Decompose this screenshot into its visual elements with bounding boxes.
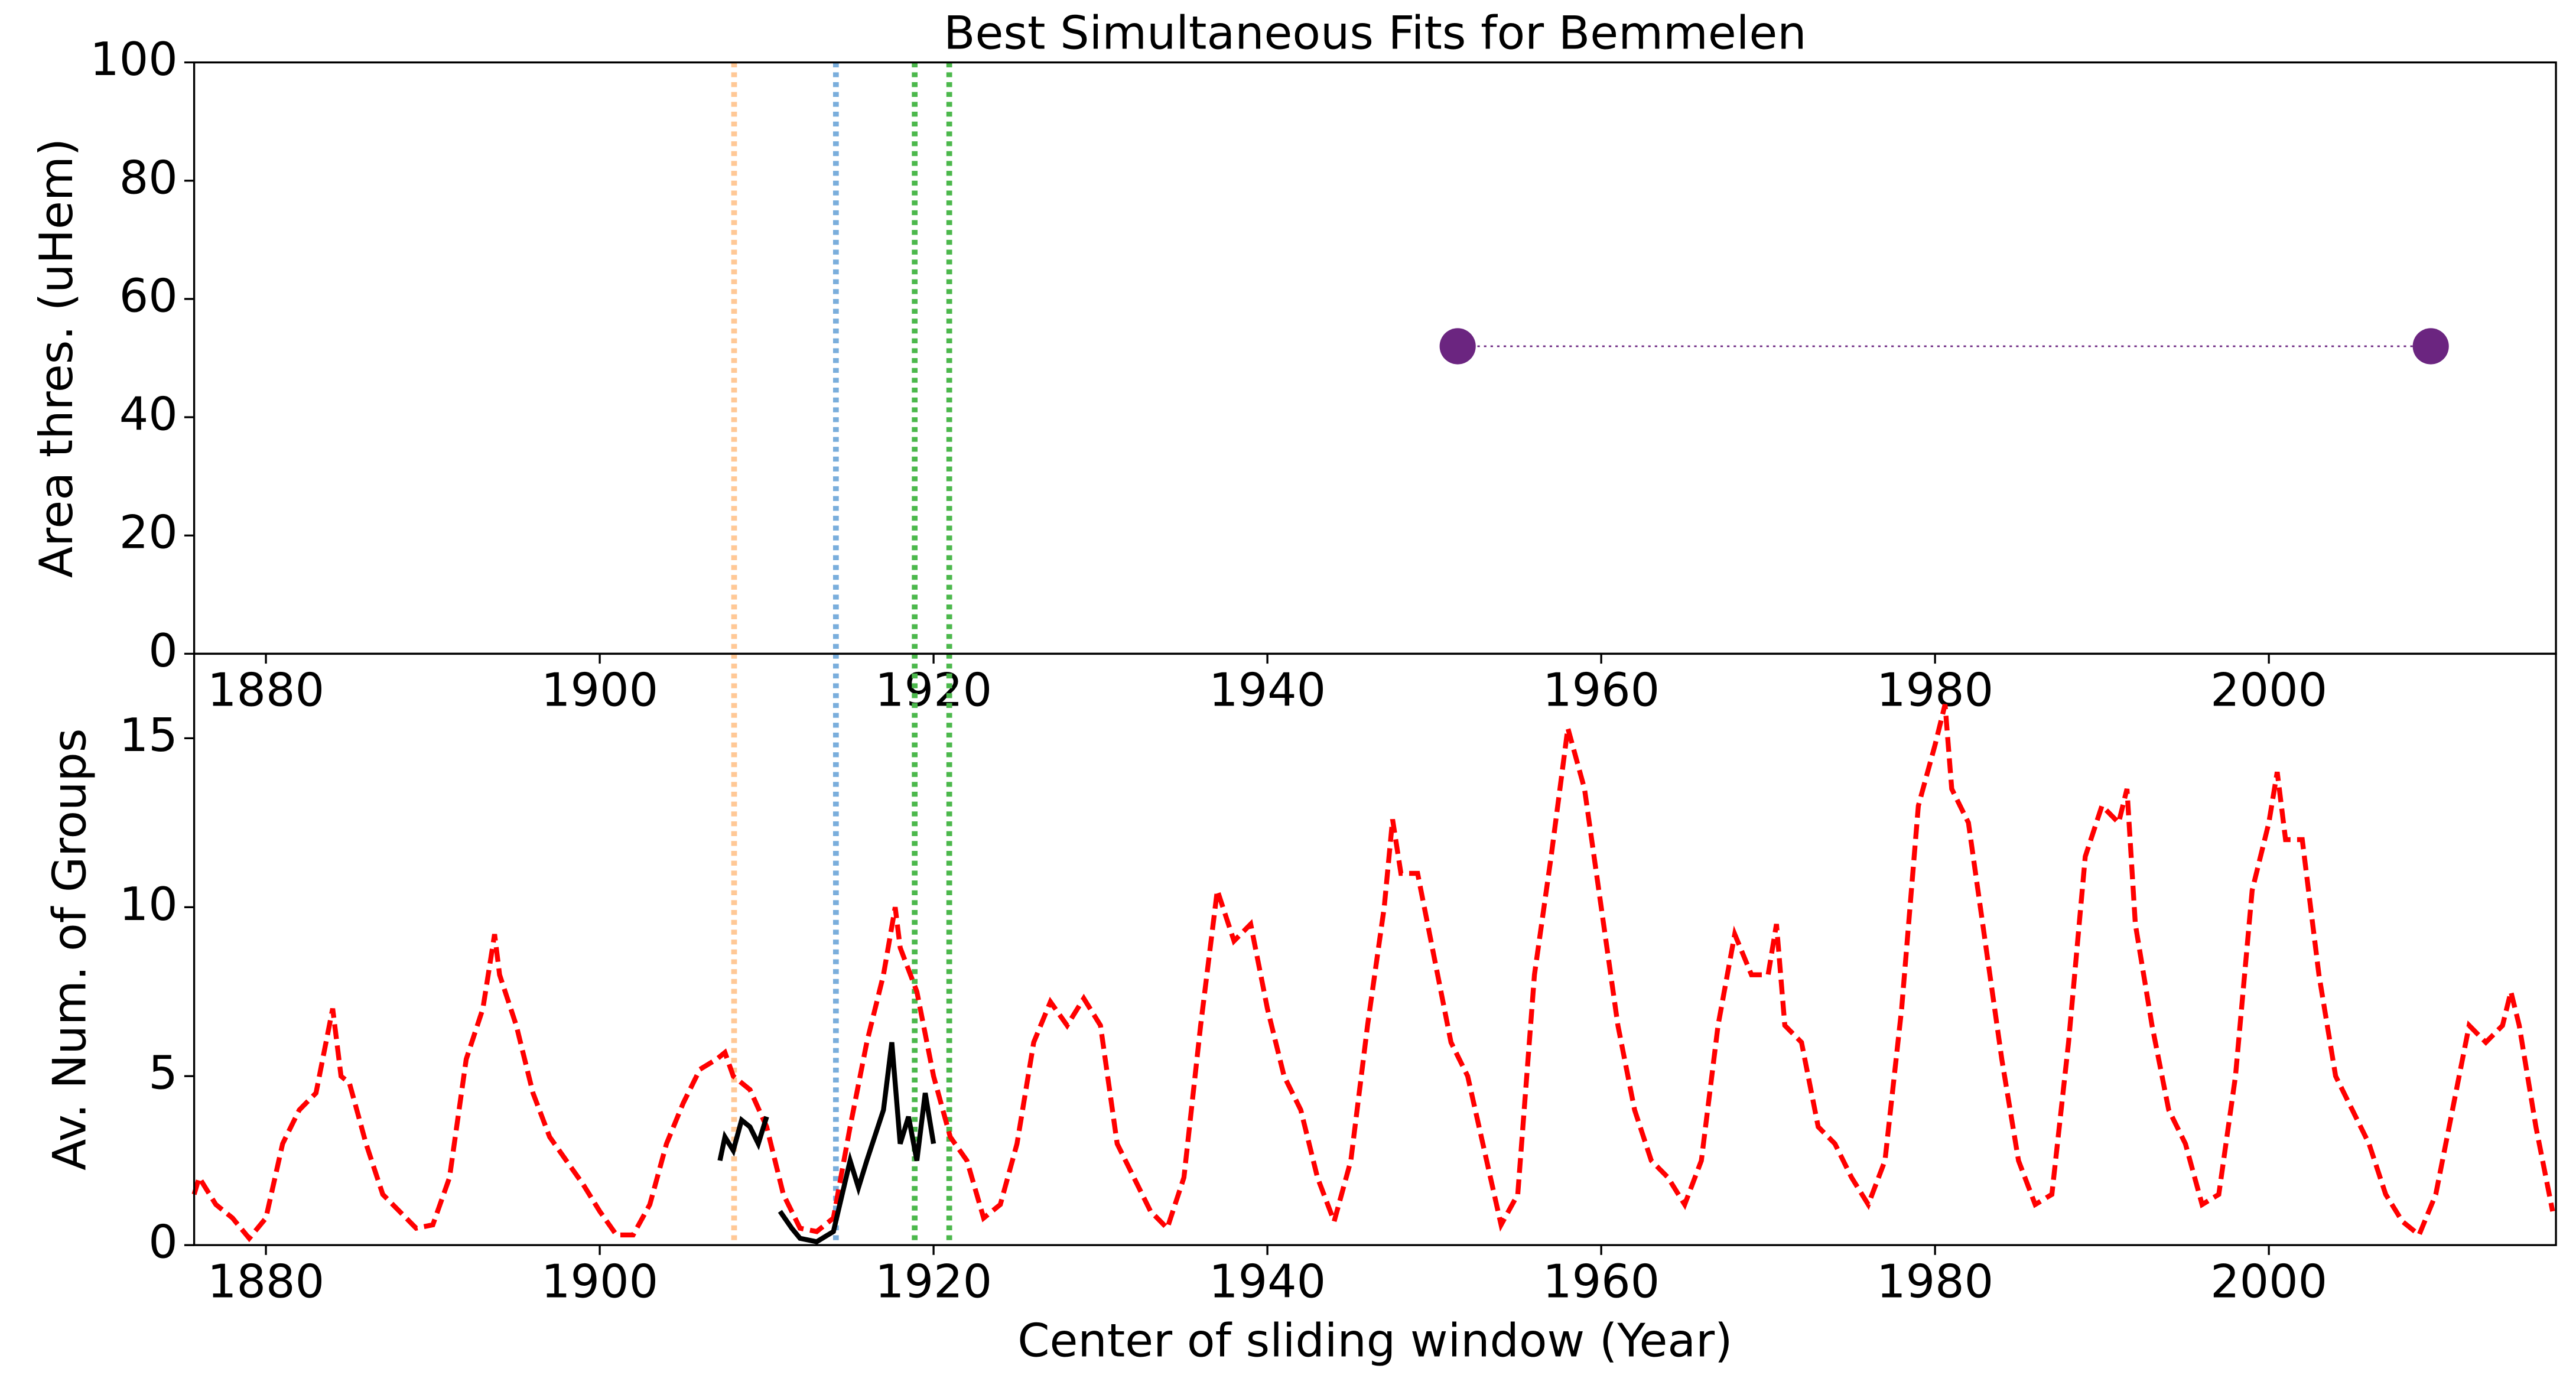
y-tick-label: 80 <box>119 151 178 204</box>
x-tick-label: 1960 <box>1543 1255 1660 1308</box>
x-tick-label: 1900 <box>541 1255 658 1308</box>
y-tick-label: 0 <box>148 1216 178 1269</box>
data-line <box>191 704 2555 1243</box>
x-tick-label: 2000 <box>2210 664 2327 717</box>
y-tick-label: 10 <box>119 878 178 931</box>
x-tick-label: 1940 <box>1209 1255 1326 1308</box>
chart-title: Best Simultaneous Fits for Bemmelen <box>944 7 1806 60</box>
plot-frame <box>193 652 2557 1246</box>
x-tick-label: 1880 <box>207 664 324 717</box>
data-point <box>1439 328 1476 365</box>
y-axis-label: Av. Num. of Groups <box>43 729 96 1171</box>
x-tick-label: 1960 <box>1543 664 1660 717</box>
x-axis-label: Center of sliding window (Year) <box>1017 1314 1732 1367</box>
data-line <box>717 1042 936 1244</box>
x-tick-label: 1980 <box>1876 1255 1993 1308</box>
y-tick-label: 60 <box>119 269 178 323</box>
x-tick-label: 1900 <box>541 664 658 717</box>
x-tick-label: 1920 <box>875 1255 992 1308</box>
y-tick-label: 15 <box>119 709 178 762</box>
y-axis-label: Area thres. (uHem) <box>30 138 83 578</box>
plot-frame <box>193 61 2557 655</box>
y-tick-label: 5 <box>148 1047 178 1100</box>
x-tick-label: 2000 <box>2210 1255 2327 1308</box>
y-tick-label: 40 <box>119 388 178 441</box>
x-tick-label: 1880 <box>207 1255 324 1308</box>
x-tick-label: 1920 <box>875 664 992 717</box>
x-tick-label: 1940 <box>1209 664 1326 717</box>
data-point <box>2412 328 2449 365</box>
y-tick-label: 0 <box>148 625 178 678</box>
y-tick-label: 20 <box>119 506 178 560</box>
y-tick-label: 100 <box>90 33 178 86</box>
x-tick-label: 1980 <box>1876 664 1993 717</box>
